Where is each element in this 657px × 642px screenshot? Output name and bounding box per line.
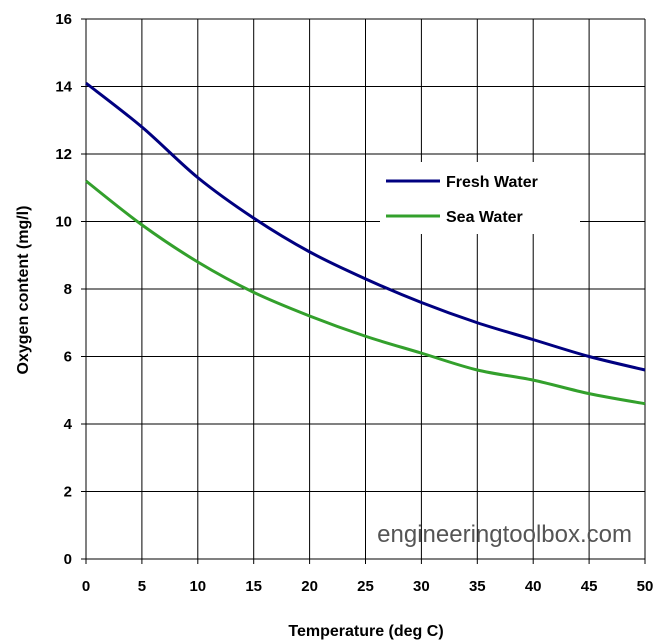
x-tick-label: 30 — [413, 578, 430, 595]
legend: Fresh Water Sea Water — [380, 162, 580, 234]
y-tick-label: 12 — [55, 146, 72, 163]
series-lines — [85, 81, 646, 406]
grid — [81, 18, 646, 564]
legend-label-sea-water: Sea Water — [446, 209, 523, 226]
legend-label-fresh-water: Fresh Water — [446, 174, 538, 191]
x-tick-labels: 0 5 10 15 20 25 30 35 40 45 50 — [82, 578, 654, 595]
y-tick-label: 0 — [64, 551, 72, 568]
y-tick-label: 6 — [64, 349, 72, 366]
x-tick-label: 0 — [82, 578, 90, 595]
x-tick-label: 20 — [301, 578, 318, 595]
series-line-fresh-water — [85, 81, 646, 372]
y-tick-label: 10 — [55, 214, 72, 231]
y-tick-label: 14 — [55, 79, 72, 96]
x-tick-label: 45 — [581, 578, 598, 595]
y-tick-label: 4 — [64, 416, 73, 433]
y-tick-label: 2 — [64, 484, 72, 501]
x-tick-label: 15 — [245, 578, 262, 595]
y-tick-label: 16 — [55, 11, 72, 28]
x-axis-title: Temperature (deg C) — [288, 623, 443, 640]
legend-box — [380, 162, 580, 234]
x-tick-label: 50 — [637, 578, 654, 595]
x-tick-label: 35 — [469, 578, 486, 595]
y-tick-labels: 0 2 4 6 8 10 12 14 16 — [55, 11, 72, 568]
watermark: engineeringtoolbox.com — [377, 521, 632, 548]
x-tick-label: 25 — [357, 578, 374, 595]
x-tick-label: 5 — [138, 578, 146, 595]
y-tick-label: 8 — [64, 281, 72, 298]
series-line-sea-water — [85, 179, 646, 406]
x-tick-label: 10 — [189, 578, 206, 595]
y-axis-title: Oxygen content (mg/l) — [15, 206, 32, 375]
x-tick-label: 40 — [525, 578, 542, 595]
